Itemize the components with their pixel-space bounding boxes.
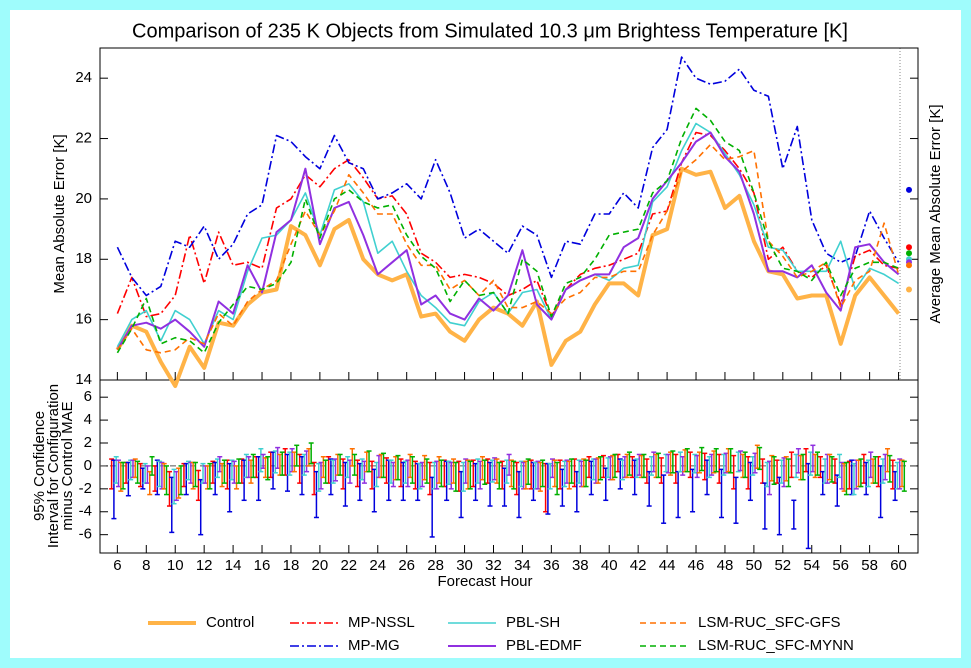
x-tick-label: 30 <box>456 557 473 574</box>
x-tick-label: 46 <box>688 557 705 574</box>
x-tick-label: 22 <box>340 557 357 574</box>
legend-label: MP-NSSL <box>348 614 415 631</box>
series-line <box>116 56 900 297</box>
series-line <box>116 143 900 354</box>
x-tick-label: 6 <box>113 557 121 574</box>
y-tick-label: -2 <box>79 480 92 497</box>
x-tick-label: 54 <box>803 557 820 574</box>
legend-label: LSM-RUC_SFC-GFS <box>698 614 841 631</box>
x-tick-label: 26 <box>398 557 415 574</box>
x-tick-label: 32 <box>485 557 502 574</box>
legend-label: LSM-RUC_SFC-MYNN <box>698 637 854 654</box>
x-tick-label: 52 <box>774 557 791 574</box>
y2-axis-label: Average Mean Absolute Error [K] <box>927 104 944 323</box>
average-marker <box>906 262 912 269</box>
y-axis-label: 95% Confidence <box>31 411 48 521</box>
x-tick-label: 8 <box>142 557 150 574</box>
x-tick-label: 60 <box>890 557 907 574</box>
x-tick-label: 10 <box>167 557 184 574</box>
x-axis-label: Forecast Hour <box>437 573 532 590</box>
y-axis-label: Interval for Configuration <box>45 384 62 548</box>
chart-title: Comparison of 235 K Objects from Simulat… <box>132 20 848 42</box>
average-marker <box>906 186 912 193</box>
x-tick-label: 48 <box>717 557 734 574</box>
y-axis-label: Mean Absolute Error [K] <box>51 134 68 293</box>
y-tick-label: 20 <box>75 190 92 207</box>
x-tick-label: 20 <box>312 557 329 574</box>
x-tick-label: 14 <box>225 557 242 574</box>
y-tick-label: 2 <box>84 434 92 451</box>
average-marker <box>906 244 912 251</box>
x-tick-label: 56 <box>832 557 849 574</box>
x-tick-label: 28 <box>427 557 444 574</box>
y-tick-label: -4 <box>79 503 92 520</box>
x-tick-label: 24 <box>369 557 386 574</box>
y-tick-label: -6 <box>79 526 92 543</box>
y-tick-label: 0 <box>84 457 92 474</box>
x-tick-label: 58 <box>861 557 878 574</box>
x-tick-label: 16 <box>254 557 271 574</box>
x-tick-label: 12 <box>196 557 213 574</box>
legend-label: Control <box>206 614 254 631</box>
x-tick-label: 18 <box>283 557 300 574</box>
y-tick-label: 24 <box>75 69 92 86</box>
x-tick-label: 34 <box>514 557 531 574</box>
series-line <box>116 131 900 351</box>
legend-label: PBL-EDMF <box>506 637 582 654</box>
average-marker <box>906 250 912 257</box>
y-tick-label: 4 <box>84 411 92 428</box>
series-line <box>116 107 899 354</box>
average-marker <box>906 286 912 293</box>
y-tick-label: 6 <box>84 388 92 405</box>
panel-background <box>10 10 961 658</box>
legend-label: PBL-SH <box>506 614 560 631</box>
x-tick-label: 36 <box>543 557 560 574</box>
x-tick-label: 40 <box>601 557 618 574</box>
x-tick-label: 44 <box>659 557 676 574</box>
x-tick-label: 50 <box>746 557 763 574</box>
y-tick-label: 16 <box>75 311 92 328</box>
x-tick-label: 38 <box>572 557 589 574</box>
x-tick-label: 42 <box>630 557 647 574</box>
y-axis-label: minus Control MAE <box>59 401 76 530</box>
legend-label: MP-MG <box>348 637 400 654</box>
y-tick-label: 14 <box>75 371 92 388</box>
bottom-plot-frame <box>99 379 919 554</box>
y-tick-label: 22 <box>75 130 92 147</box>
series-line <box>116 131 899 318</box>
y-tick-label: 18 <box>75 250 92 267</box>
